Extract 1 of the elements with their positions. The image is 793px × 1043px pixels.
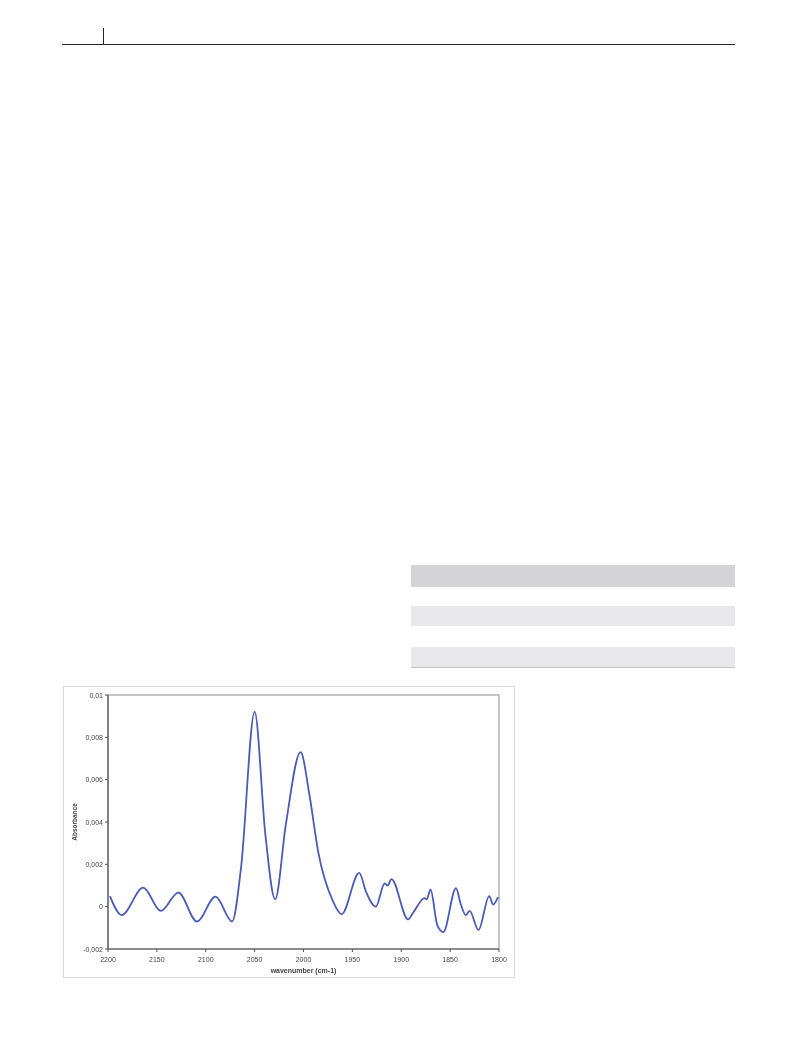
line-series bbox=[109, 711, 499, 933]
